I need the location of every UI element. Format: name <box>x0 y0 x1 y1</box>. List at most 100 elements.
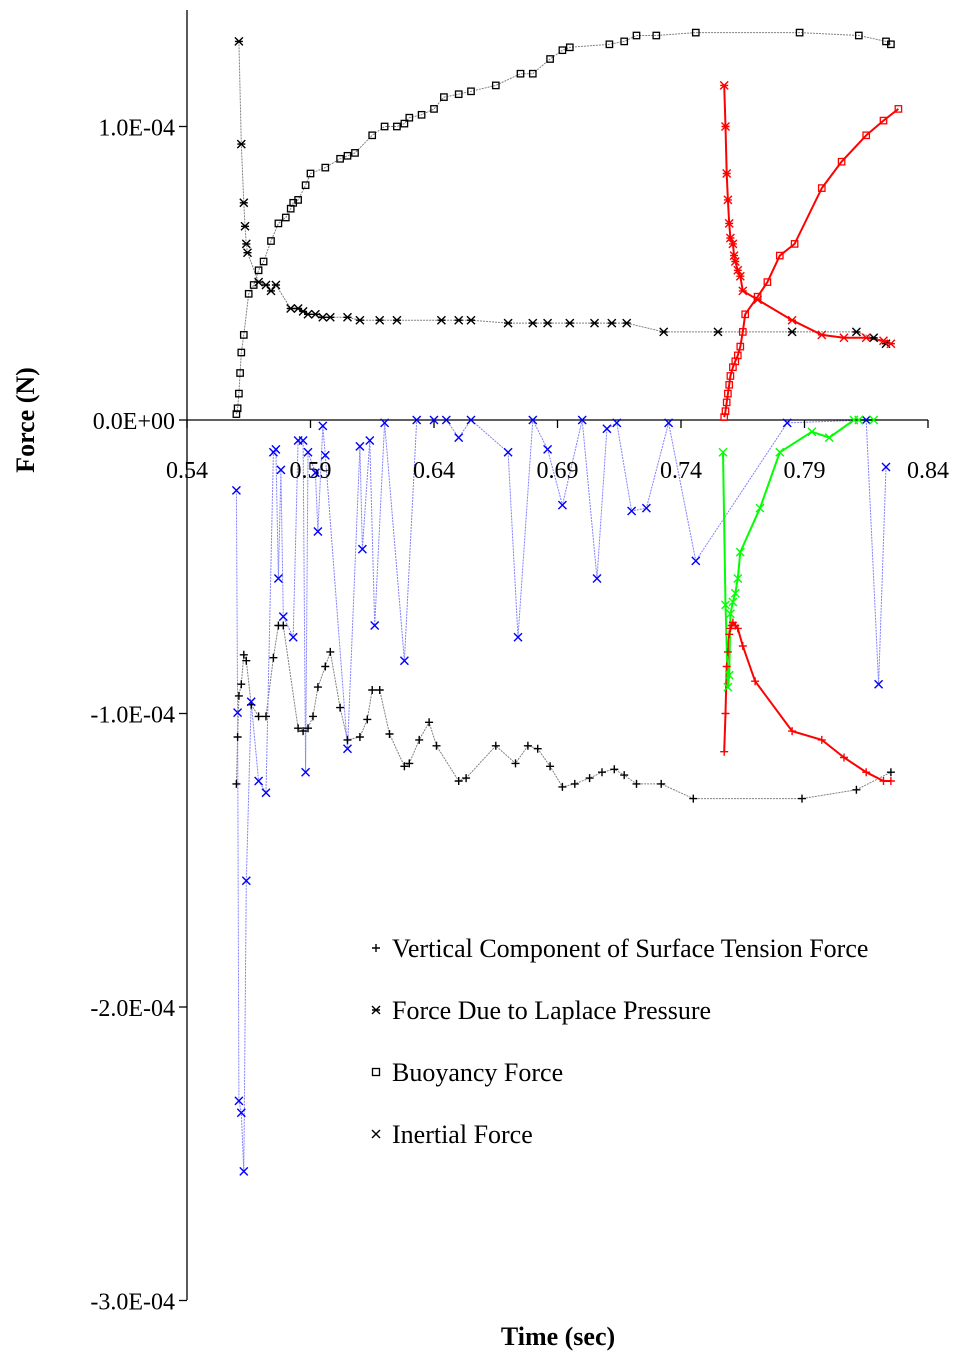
legend-plus-marker <box>372 944 380 952</box>
data-point-buoyancy <box>722 398 731 407</box>
data-point-buoyancy <box>736 342 745 351</box>
data-point-inertial <box>733 574 743 583</box>
data-point-laplace <box>236 139 246 149</box>
data-point-buoyancy <box>528 69 537 78</box>
x-tick-label: 0.74 <box>660 458 702 484</box>
data-point-laplace <box>590 318 599 328</box>
ticks-layer: 0.54 0.59 0.64 0.69 0.74 0.79 0.84 1.0E-04 0.0E+… <box>90 116 949 1316</box>
data-point-surface-tension <box>355 733 364 741</box>
data-point-surface-tension <box>363 715 372 724</box>
data-point-buoyancy <box>249 281 258 289</box>
series-line-buoyancy-0 <box>235 32 892 415</box>
data-point-buoyancy <box>565 43 574 52</box>
data-point-surface-tension <box>368 686 377 694</box>
data-point-buoyancy <box>516 69 525 78</box>
data-point-surface-tension <box>336 703 345 712</box>
data-point-laplace <box>725 233 735 243</box>
data-point-surface-tension <box>725 630 734 639</box>
data-point-surface-tension <box>454 777 463 785</box>
x-tick-label: 0.79 <box>784 458 826 484</box>
data-point-laplace <box>817 330 827 340</box>
data-point-laplace <box>241 239 251 249</box>
data-point-inertial <box>271 444 281 454</box>
legend-label-surface-tension: Vertical Component of Surface Tension Fo… <box>392 934 868 963</box>
data-point-laplace <box>318 312 328 322</box>
data-point-surface-tension <box>632 779 641 788</box>
data-point-laplace <box>325 312 335 322</box>
data-point-inertial <box>301 767 311 777</box>
data-point-buoyancy <box>691 28 700 37</box>
data-point-laplace <box>839 333 849 343</box>
data-point-laplace <box>266 286 276 296</box>
data-point-inertial <box>241 876 251 886</box>
data-point-inertial <box>881 462 891 472</box>
data-point-buoyancy <box>440 93 448 101</box>
data-point-buoyancy <box>454 90 463 99</box>
data-point-buoyancy <box>281 213 290 222</box>
data-point-laplace <box>528 318 538 328</box>
data-point-laplace <box>622 318 632 328</box>
data-point-surface-tension <box>546 762 555 771</box>
data-point-laplace <box>254 277 264 287</box>
data-point-buoyancy <box>854 31 863 40</box>
series-line-laplace-1 <box>238 41 887 345</box>
data-point-laplace <box>503 318 513 328</box>
data-point-inertial <box>254 776 264 786</box>
data-point-inertial <box>869 415 879 425</box>
data-point-buoyancy <box>721 407 730 416</box>
data-point-laplace <box>861 333 871 343</box>
data-point-surface-tension <box>233 733 242 741</box>
data-point-buoyancy <box>795 28 804 37</box>
data-point-inertial <box>234 1096 244 1106</box>
data-point-laplace <box>343 312 352 322</box>
data-point-laplace <box>310 309 320 319</box>
x-tick-label: 0.84 <box>907 458 949 484</box>
data-point-inertial <box>730 588 740 598</box>
data-point-buoyancy <box>405 113 414 122</box>
data-point-surface-tension <box>886 768 895 777</box>
data-point-inertial <box>782 418 792 428</box>
data-point-laplace <box>240 221 250 231</box>
data-point-inertial <box>861 415 871 425</box>
data-point-inertial <box>874 679 884 689</box>
data-point-surface-tension <box>432 741 441 750</box>
data-point-buoyancy <box>605 40 614 49</box>
data-point-buoyancy <box>862 131 871 140</box>
data-point-surface-tension <box>620 771 629 780</box>
data-point-buoyancy <box>235 389 243 398</box>
data-point-inertial <box>320 450 330 460</box>
data-point-laplace <box>375 315 385 325</box>
data-point-buoyancy <box>336 154 344 163</box>
data-point-laplace <box>879 336 888 346</box>
data-point-laplace <box>753 295 763 305</box>
x-tick-label: 0.64 <box>413 458 455 484</box>
data-point-surface-tension <box>237 680 246 689</box>
data-point-inertial <box>728 597 738 607</box>
data-point-surface-tension <box>738 642 747 650</box>
data-point-buoyancy <box>236 369 244 377</box>
data-point-buoyancy <box>775 251 784 260</box>
data-point-buoyancy <box>620 37 629 46</box>
data-point-surface-tension <box>491 741 500 750</box>
data-point-inertial <box>454 433 464 443</box>
data-point-laplace <box>659 327 669 337</box>
data-point-inertial <box>380 418 390 428</box>
data-point-laplace <box>738 286 748 296</box>
data-point-surface-tension <box>239 650 248 659</box>
data-point-buoyancy <box>343 151 352 160</box>
data-point-laplace <box>733 265 743 275</box>
data-point-buoyancy <box>306 169 315 178</box>
data-point-inertial <box>824 433 834 443</box>
legend-label-inertial: Inertial Force <box>392 1120 533 1149</box>
data-point-surface-tension <box>254 712 263 721</box>
data-point-inertial <box>602 424 612 434</box>
data-point-buoyancy <box>763 278 772 286</box>
data-point-surface-tension <box>299 727 308 736</box>
data-point-buoyancy <box>430 105 438 113</box>
data-point-buoyancy <box>879 116 888 125</box>
data-point-surface-tension <box>321 662 330 671</box>
data-point-inertial <box>365 436 375 445</box>
data-point-inertial <box>718 447 728 457</box>
data-point-buoyancy <box>400 119 409 128</box>
